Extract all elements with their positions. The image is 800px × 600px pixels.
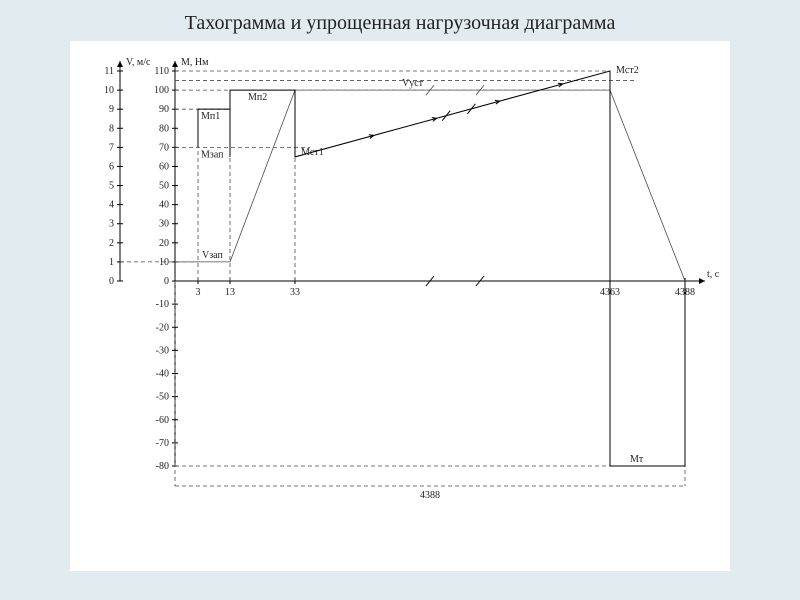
svg-text:3: 3 — [196, 287, 201, 298]
svg-text:-60: -60 — [156, 415, 169, 426]
svg-text:0: 0 — [109, 276, 114, 287]
svg-text:Mст2: Mст2 — [616, 65, 639, 76]
svg-text:6: 6 — [109, 161, 114, 172]
svg-text:Mп1: Mп1 — [201, 111, 220, 122]
svg-text:-30: -30 — [156, 345, 169, 356]
chart-svg: V, м/с 0 1 2 3 4 5 6 7 8 9 10 11 M, Нм -80 -70 -60 -50 -40… — [70, 41, 730, 571]
svg-text:110: 110 — [154, 66, 169, 77]
svg-text:50: 50 — [159, 181, 169, 192]
svg-text:Vуст: Vуст — [402, 78, 424, 89]
svg-text:t, с: t, с — [707, 269, 720, 280]
svg-text:-70: -70 — [156, 438, 169, 449]
svg-text:0: 0 — [164, 276, 169, 287]
svg-text:Mст1: Mст1 — [301, 147, 324, 158]
svg-text:-50: -50 — [156, 392, 169, 403]
svg-text:V, м/с: V, м/с — [126, 57, 151, 68]
svg-text:11: 11 — [104, 66, 114, 77]
chart-panel: V, м/с 0 1 2 3 4 5 6 7 8 9 10 11 M, Нм -80 -70 -60 -50 -40… — [70, 41, 730, 571]
svg-text:13: 13 — [225, 287, 235, 298]
svg-text:-10: -10 — [156, 299, 169, 310]
page-title: Тахограмма и упрощенная нагрузочная диаг… — [0, 0, 800, 41]
svg-text:90: 90 — [159, 104, 169, 115]
svg-text:1: 1 — [109, 257, 114, 268]
svg-text:30: 30 — [159, 219, 169, 230]
svg-text:-40: -40 — [156, 369, 169, 380]
svg-text:-80: -80 — [156, 461, 169, 472]
svg-text:9: 9 — [109, 104, 114, 115]
svg-text:100: 100 — [154, 85, 169, 96]
svg-text:8: 8 — [109, 123, 114, 134]
svg-text:40: 40 — [159, 200, 169, 211]
m-curve — [198, 71, 685, 466]
svg-text:Mзап: Mзап — [201, 149, 224, 160]
svg-text:4388: 4388 — [420, 490, 440, 501]
svg-text:Mп2: Mп2 — [248, 92, 267, 103]
svg-text:3: 3 — [109, 219, 114, 230]
svg-text:20: 20 — [159, 238, 169, 249]
svg-text:80: 80 — [159, 123, 169, 134]
svg-text:10: 10 — [159, 257, 169, 268]
v-curve — [175, 90, 685, 281]
svg-text:60: 60 — [159, 161, 169, 172]
svg-text:7: 7 — [109, 142, 114, 153]
svg-text:M, Нм: M, Нм — [181, 57, 209, 68]
svg-text:Vзап: Vзап — [202, 250, 223, 261]
svg-text:Mт: Mт — [630, 454, 644, 465]
svg-text:5: 5 — [109, 181, 114, 192]
svg-text:33: 33 — [290, 287, 300, 298]
svg-text:2: 2 — [109, 238, 114, 249]
svg-text:4: 4 — [109, 200, 114, 211]
svg-text:10: 10 — [104, 85, 114, 96]
svg-text:-20: -20 — [156, 322, 169, 333]
svg-text:70: 70 — [159, 142, 169, 153]
